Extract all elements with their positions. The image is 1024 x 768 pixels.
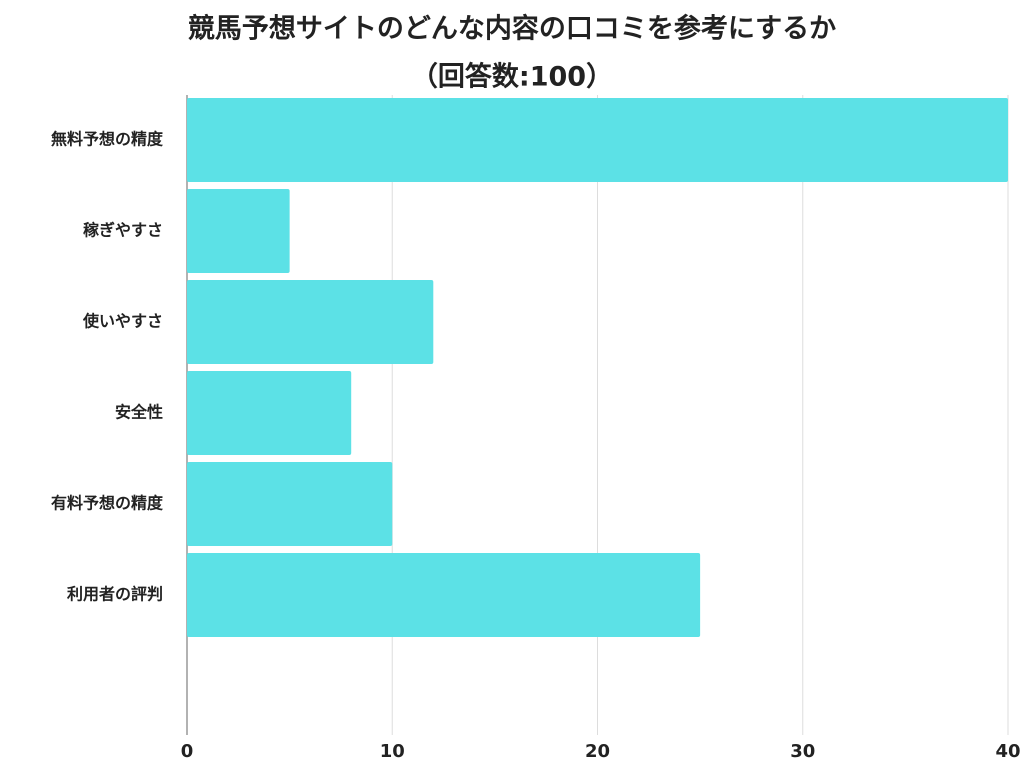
chart-title: 競馬予想サイトのどんな内容の口コミを参考にするか	[188, 13, 836, 45]
y-tick-label: 無料予想の精度	[51, 130, 164, 149]
x-tick-label: 20	[585, 741, 610, 762]
bar	[187, 371, 352, 455]
x-tick-label: 30	[790, 741, 815, 762]
bar	[187, 98, 1008, 182]
y-tick-label: 有料予想の精度	[51, 494, 164, 513]
bar	[187, 553, 701, 637]
chart-subtitle: （回答数:100）	[411, 61, 613, 93]
y-tick-label: 利用者の評判	[67, 585, 163, 604]
x-tick-label: 10	[380, 741, 405, 762]
bar	[187, 189, 290, 273]
bar	[187, 280, 434, 364]
bar	[187, 462, 393, 546]
x-tick-label: 40	[995, 741, 1020, 762]
y-tick-label: 稼ぎやすさ	[83, 221, 163, 240]
y-tick-label: 安全性	[115, 403, 163, 422]
x-tick-label: 0	[181, 741, 194, 762]
y-tick-label: 使いやすさ	[82, 312, 163, 331]
